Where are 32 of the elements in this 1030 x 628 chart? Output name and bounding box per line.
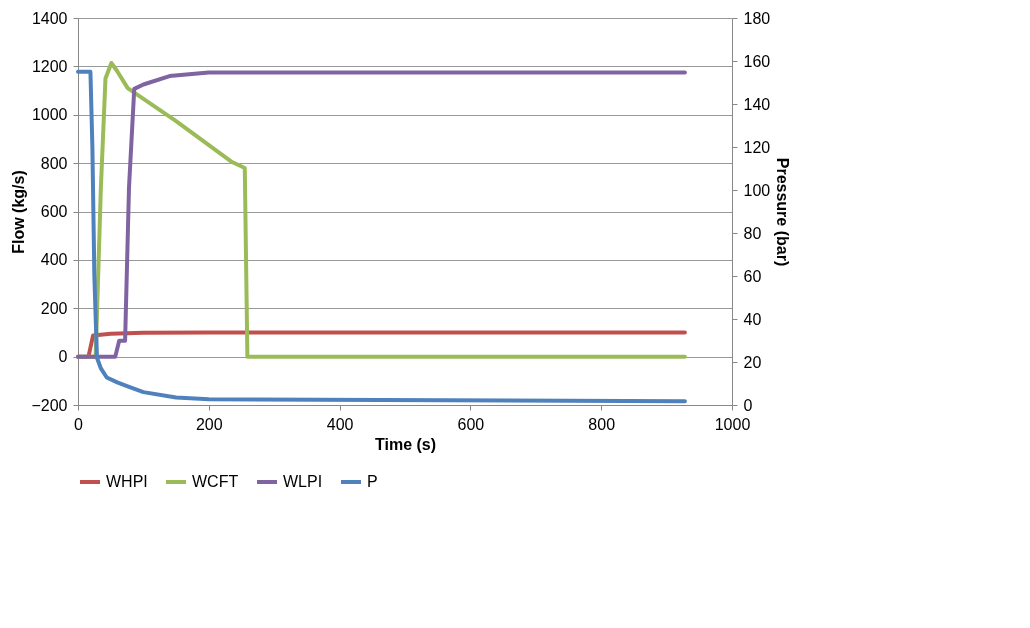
x-tick-label: 800 (588, 415, 616, 433)
y2-tick-label: 60 (743, 267, 762, 285)
y-axis-title: Flow (kg/s) (10, 170, 28, 254)
legend-label: WLPI (283, 473, 323, 490)
x-tick-label: 600 (457, 415, 485, 433)
y2-tick-label: 120 (743, 138, 771, 156)
y2-tick-label: 100 (743, 181, 771, 199)
legend-label: WHPI (106, 473, 148, 490)
x-tick-label: 400 (326, 415, 354, 433)
legend-label: WCFT (192, 473, 239, 490)
y-tick-label: 1000 (31, 106, 68, 124)
y-tick-label: 200 (40, 299, 68, 317)
y2-tick-label: 40 (743, 310, 762, 328)
x-tick-label: 0 (74, 415, 84, 433)
y2-tick-label: 80 (743, 224, 762, 242)
x-tick-label: 1000 (714, 415, 751, 433)
y2-tick-label: 20 (743, 353, 762, 371)
x-axis-title: Time (s) (374, 435, 437, 453)
y-tick-label: 0 (58, 348, 68, 366)
legend-label: P (367, 473, 378, 490)
y-tick-label: −200 (31, 396, 68, 414)
y-tick-label: 400 (40, 251, 68, 269)
y2-axis-title: Pressure (bar) (774, 157, 792, 267)
y-tick-label: 800 (40, 154, 68, 172)
x-tick-label: 200 (195, 415, 223, 433)
y2-tick-label: 140 (743, 95, 771, 113)
y-tick-label: 1200 (31, 57, 68, 75)
y2-tick-label: 0 (743, 396, 753, 414)
y-tick-label: 1400 (31, 9, 68, 27)
y2-tick-label: 160 (743, 52, 771, 70)
y-tick-label: 600 (40, 203, 68, 220)
y2-tick-label: 180 (743, 9, 771, 27)
